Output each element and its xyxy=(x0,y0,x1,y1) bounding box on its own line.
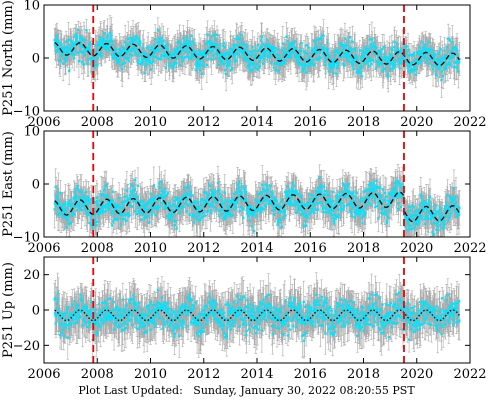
y-axis-label: P251 North (mm) xyxy=(1,0,16,116)
x-tick-label: 2008 xyxy=(81,367,114,382)
y-tick-label: 0 xyxy=(32,304,40,319)
x-tick-label: 2014 xyxy=(240,115,273,130)
x-tick-label: 2012 xyxy=(187,241,220,256)
panel-3: 2006 2008 2010 2012 2014 2016 2018 2020 2022 −20 0… xyxy=(1,257,487,382)
x-tick-label: 2010 xyxy=(134,115,167,130)
plot-area xyxy=(53,273,460,360)
y-tick-label: 20 xyxy=(23,268,40,283)
x-tick-label: 2020 xyxy=(400,367,433,382)
x-tick-label: 2022 xyxy=(453,115,486,130)
y-tick-label: −10 xyxy=(13,105,40,120)
x-tick-label: 2010 xyxy=(134,367,167,382)
x-tick-label: 2008 xyxy=(81,115,114,130)
x-tick-label: 2016 xyxy=(294,115,327,130)
x-tick-label: 2022 xyxy=(453,241,486,256)
plot-last-updated: Plot Last Updated: Sunday, January 30, 2… xyxy=(0,384,493,402)
x-tick-label: 2012 xyxy=(187,115,220,130)
x-tick-label: 2010 xyxy=(134,241,167,256)
x-tick-label: 2020 xyxy=(400,115,433,130)
x-tick-label: 2012 xyxy=(187,367,220,382)
y-tick-label: −10 xyxy=(13,231,40,246)
y-tick-label: 0 xyxy=(32,178,40,193)
x-tick-label: 2006 xyxy=(27,367,60,382)
y-axis-label: P251 Up (mm) xyxy=(1,262,16,358)
y-axis-label: P251 East (mm) xyxy=(1,131,16,237)
x-tick-label: 2014 xyxy=(240,241,273,256)
x-tick-label: 2018 xyxy=(347,115,380,130)
y-tick-label: −20 xyxy=(13,339,40,354)
x-tick-label: 2020 xyxy=(400,241,433,256)
x-tick-label: 2018 xyxy=(347,367,380,382)
plot-area xyxy=(53,16,460,98)
x-tick-label: 2022 xyxy=(453,367,486,382)
x-tick-label: 2008 xyxy=(81,241,114,256)
y-tick-label: 0 xyxy=(32,52,40,67)
x-tick-label: 2018 xyxy=(347,241,380,256)
y-tick-label: 10 xyxy=(23,125,40,140)
x-tick-label: 2016 xyxy=(294,241,327,256)
x-tick-label: 2016 xyxy=(294,367,327,382)
y-tick-label: 10 xyxy=(23,0,40,14)
x-tick-label: 2014 xyxy=(240,367,273,382)
